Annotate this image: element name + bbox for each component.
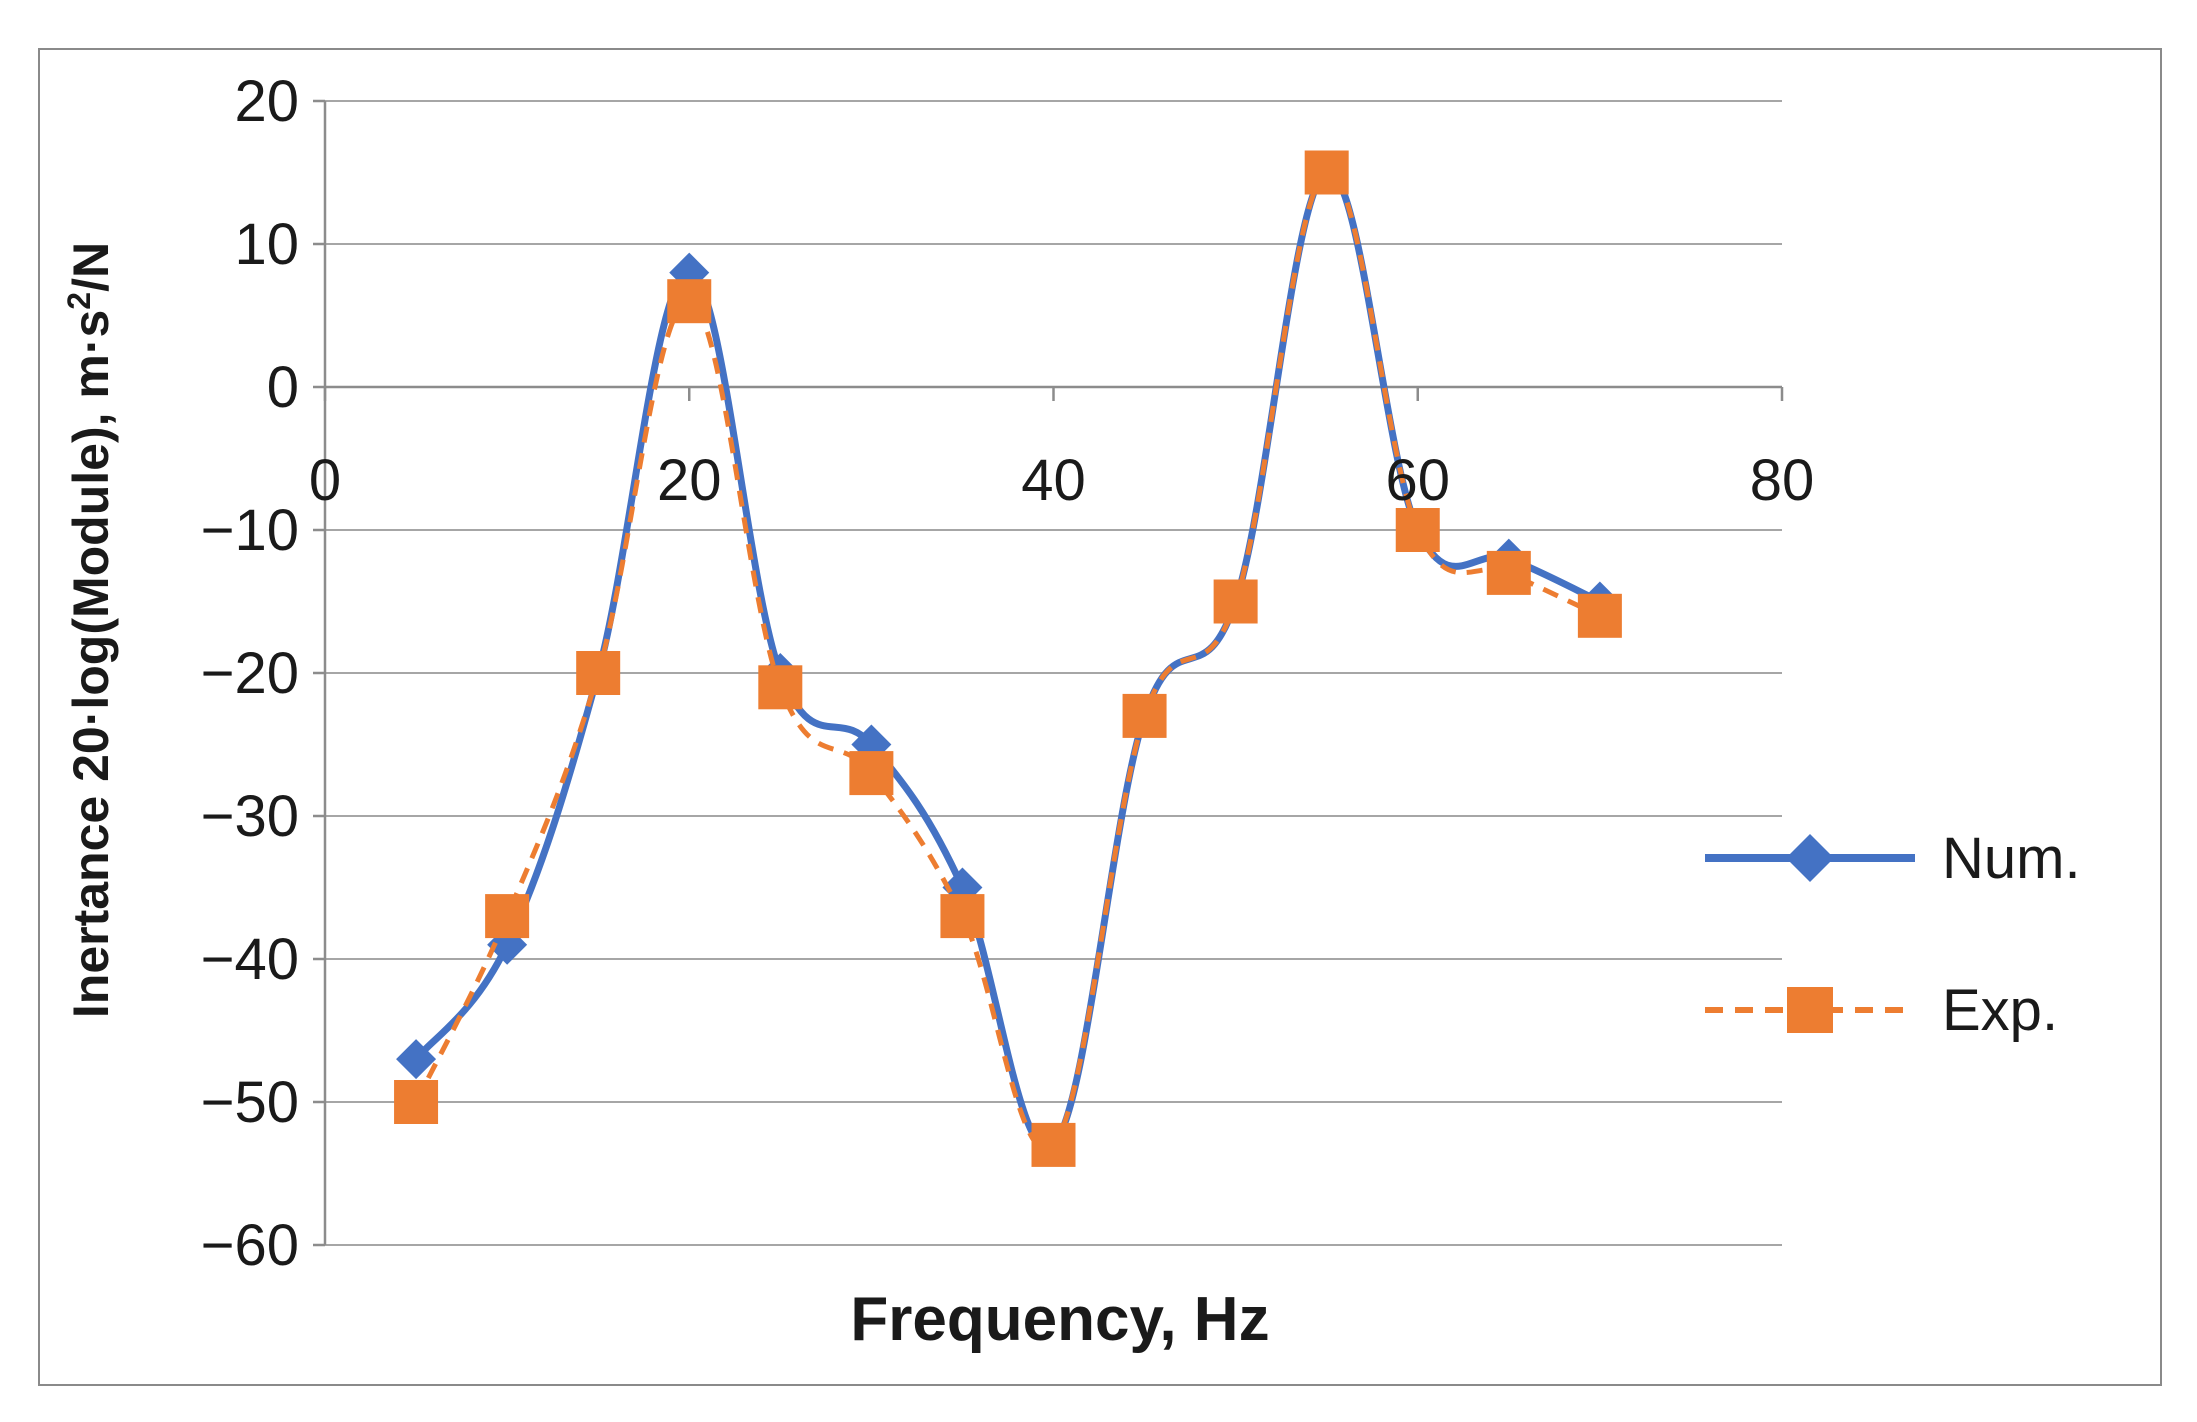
data-point-exp xyxy=(1486,550,1531,595)
legend-item-exp[interactable]: Exp. xyxy=(1705,978,2058,1043)
y-tick-label: −10 xyxy=(201,498,299,563)
data-point-exp xyxy=(1213,579,1258,624)
data-point-exp xyxy=(485,894,530,939)
legend-marker-exp xyxy=(1787,987,1833,1033)
y-tick-label: −30 xyxy=(201,784,299,849)
data-point-exp xyxy=(394,1080,439,1124)
x-tick-label: 0 xyxy=(309,448,341,513)
y-tick-label: −20 xyxy=(201,641,299,706)
data-point-exp xyxy=(1031,1122,1076,1167)
gridlines xyxy=(325,100,1782,1246)
x-tick-label: 20 xyxy=(657,448,722,513)
data-point-num xyxy=(396,1039,437,1080)
y-axis-title-main: Inertance 20·log(Module), m·s xyxy=(63,310,119,1018)
series-line-exp xyxy=(413,169,1601,1152)
axes xyxy=(313,99,1784,1247)
legend: Num. Exp. xyxy=(1705,826,2081,1043)
legend-item-num[interactable]: Num. xyxy=(1705,826,2081,891)
y-axis-title-sup: 2 xyxy=(61,292,97,310)
x-tick-label: 60 xyxy=(1385,448,1450,513)
y-tick-label: 0 xyxy=(267,355,299,420)
data-point-exp xyxy=(1304,150,1349,195)
y-tick-label: −40 xyxy=(201,927,299,992)
data-point-exp xyxy=(1395,508,1440,552)
y-tick-label: −60 xyxy=(201,1213,299,1278)
series-layer xyxy=(394,150,1622,1167)
data-point-exp xyxy=(667,279,712,324)
data-point-exp xyxy=(940,894,985,939)
x-tick-label: 40 xyxy=(1021,448,1086,513)
data-point-exp xyxy=(758,665,803,710)
y-tick-label: 20 xyxy=(234,69,299,134)
legend-label-num: Num. xyxy=(1942,826,2081,891)
y-axis-title-tail: /N xyxy=(63,242,119,292)
data-point-exp xyxy=(1577,593,1622,638)
x-axis-title: Frequency, Hz xyxy=(850,1285,1269,1354)
data-point-exp xyxy=(576,651,621,695)
y-tick-label: 10 xyxy=(234,212,299,277)
legend-marker-num xyxy=(1786,834,1834,882)
y-axis-title: Inertance 20·log(Module), m·s2/N xyxy=(61,242,119,1018)
chart-frame xyxy=(38,48,2162,1386)
data-point-exp xyxy=(849,751,894,796)
x-tick-label: 80 xyxy=(1750,448,1815,513)
y-tick-label: −50 xyxy=(201,1070,299,1135)
data-point-exp xyxy=(1122,693,1167,738)
legend-label-exp: Exp. xyxy=(1942,978,2058,1043)
